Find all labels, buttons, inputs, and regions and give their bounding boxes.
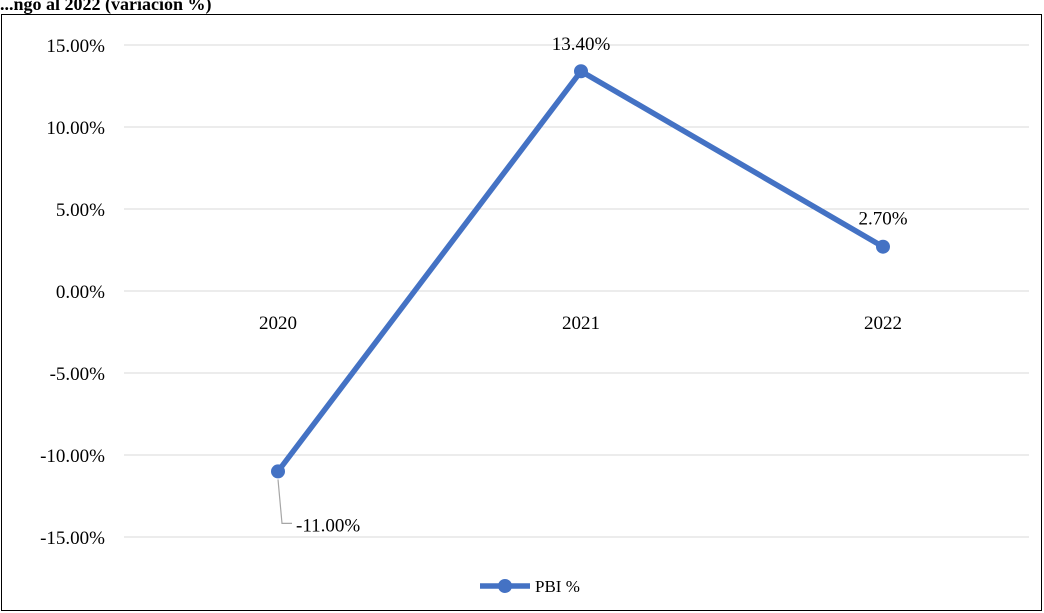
- figure-caption: ...ngo al 2022 (variación %): [0, 0, 212, 14]
- x-tick-label: 2021: [562, 313, 600, 334]
- y-tick-label: 15.00%: [46, 36, 105, 57]
- x-tick-label: 2022: [864, 313, 902, 334]
- legend-marker-swatch: [498, 579, 512, 593]
- data-label: 13.40%: [552, 34, 611, 55]
- series-pbi: [271, 64, 890, 479]
- y-tick-label: -10.00%: [40, 446, 105, 467]
- y-tick-label: 0.00%: [56, 282, 105, 303]
- data-point-marker: [271, 464, 285, 479]
- data-labels: -11.00% 13.40% 2.70%: [277, 34, 908, 536]
- y-tick-label: -15.00%: [40, 528, 105, 549]
- series-line: [275, 68, 886, 475]
- data-label: -11.00%: [296, 515, 360, 536]
- data-point-marker: [876, 239, 890, 254]
- y-tick-label: -5.00%: [50, 364, 106, 385]
- data-label: 2.70%: [858, 209, 907, 230]
- chart-frame: 15.00% 10.00% 5.00% 0.00% -5.00% -10.00% -15.0…: [1, 14, 1042, 611]
- x-axis-tick-labels: 2020 2021 2022: [259, 313, 902, 334]
- y-axis-tick-labels: 15.00% 10.00% 5.00% 0.00% -5.00% -10.00% -15.0…: [40, 36, 105, 549]
- line-chart: 15.00% 10.00% 5.00% 0.00% -5.00% -10.00% -15.0…: [40, 34, 1029, 596]
- y-tick-label: 10.00%: [46, 118, 105, 139]
- legend-label: PBI %: [535, 577, 580, 596]
- x-tick-label: 2020: [259, 313, 297, 334]
- y-tick-label: 5.00%: [56, 200, 105, 221]
- gridlines: [124, 44, 1029, 538]
- legend: PBI %: [480, 577, 580, 596]
- data-point-marker: [574, 64, 588, 79]
- leader-line: [277, 479, 292, 524]
